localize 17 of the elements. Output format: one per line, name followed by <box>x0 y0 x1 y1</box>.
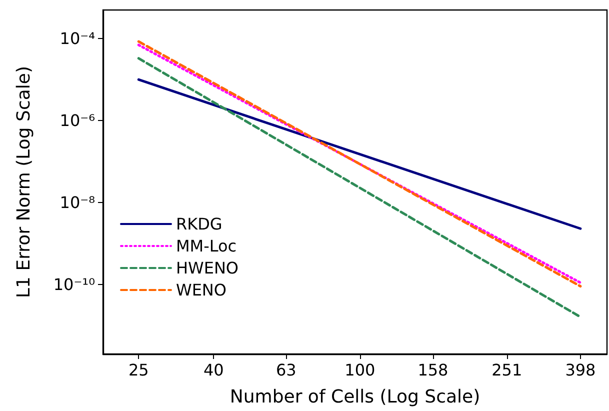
x-tick-label: 63 <box>276 360 296 380</box>
y-tick-label: 10⁻⁶ <box>60 111 95 130</box>
x-axis-title: Number of Cells (Log Scale) <box>230 386 480 408</box>
legend-label: RKDG <box>176 214 222 234</box>
legend-label: WENO <box>176 280 226 300</box>
y-tick-label: 10⁻⁸ <box>60 192 95 212</box>
legend-label: MM-Loc <box>176 236 237 256</box>
y-axis-title: L1 Error Norm (Log Scale) <box>14 66 34 298</box>
x-tick-label: 158 <box>418 360 448 380</box>
x-tick-label: 100 <box>344 360 376 380</box>
x-tick-label: 40 <box>203 360 224 380</box>
x-tick-label: 398 <box>565 360 596 380</box>
x-tick-label: 251 <box>492 360 522 380</box>
y-tick-label: 10⁻⁴ <box>60 29 95 48</box>
y-tick-label: 10⁻¹⁰ <box>53 274 95 294</box>
x-tick-label: 25 <box>128 360 149 380</box>
legend-label: HWENO <box>176 258 239 278</box>
